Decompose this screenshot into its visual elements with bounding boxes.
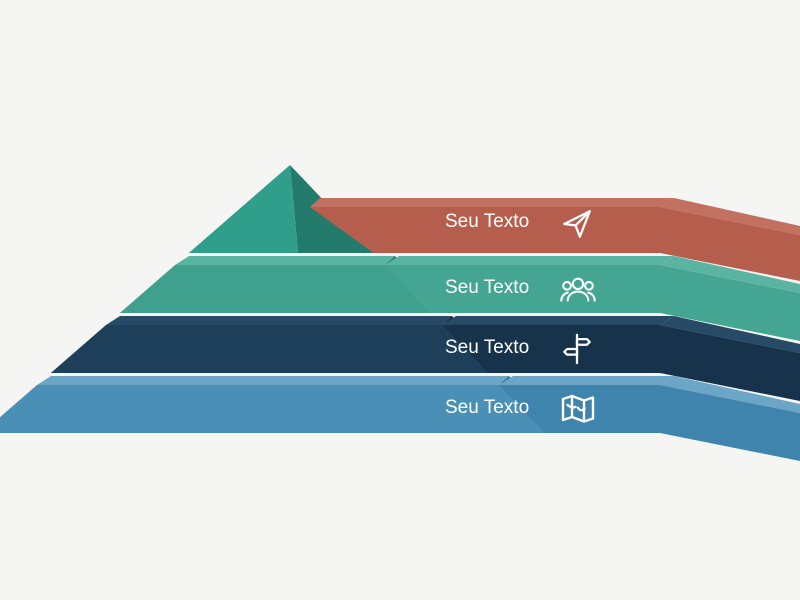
pyramid-svg <box>0 0 800 600</box>
people-icon <box>560 272 596 306</box>
signpost-icon <box>560 332 594 366</box>
map-icon <box>560 392 596 424</box>
row-4-label: Seu Texto <box>445 397 529 419</box>
row-2-label: Seu Texto <box>445 277 529 299</box>
row-3-label: Seu Texto <box>445 337 529 359</box>
pyramid-infographic: Seu Texto Seu Texto Seu Texto Seu Texto <box>0 0 800 600</box>
paper-plane-icon <box>560 207 594 241</box>
row-1-label: Seu Texto <box>445 211 529 233</box>
